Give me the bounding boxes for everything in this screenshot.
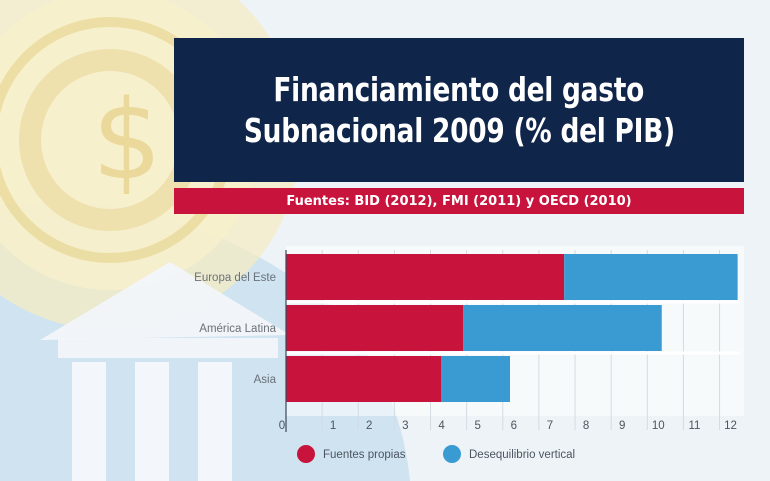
- legend-marker-vertical-imbalance: [443, 445, 461, 463]
- x-tick-label: 12: [724, 420, 737, 432]
- title-line-2: Subnacional 2009 (% del PIB): [243, 111, 675, 150]
- x-tick-label: 1: [330, 420, 336, 432]
- sources-text: Fuentes: BID (2012), FMI (2011) y OECD (…: [286, 193, 632, 209]
- sources-banner: Fuentes: BID (2012), FMI (2011) y OECD (…: [174, 188, 744, 214]
- category-label: América Latina: [199, 323, 276, 335]
- legend-label-vertical-imbalance: Desequilibrio vertical: [469, 449, 575, 461]
- category-label: Europa del Este: [194, 272, 276, 284]
- x-tick-label: 6: [511, 420, 517, 432]
- x-tick-label: 2: [366, 420, 372, 432]
- bar-vertical-imbalance: [564, 254, 738, 300]
- category-label: Asia: [254, 374, 277, 386]
- title-line-1: Financiamiento del gasto: [273, 70, 645, 109]
- bar-own-sources: [286, 254, 565, 300]
- x-tick-label: 8: [583, 420, 589, 432]
- bar-vertical-imbalance: [463, 305, 662, 351]
- legend-label-own-sources: Fuentes propias: [323, 449, 406, 461]
- x-tick-label: 0: [279, 420, 285, 432]
- x-tick-label: 9: [619, 420, 625, 432]
- svg-text:$: $: [92, 76, 162, 204]
- x-tick-label: 5: [474, 420, 480, 432]
- bar-vertical-imbalance: [441, 356, 510, 402]
- x-tick-label: 7: [547, 420, 553, 432]
- chart-title: Financiamiento del gasto Subnacional 200…: [174, 38, 744, 182]
- x-tick-label: 3: [402, 420, 408, 432]
- bar-own-sources: [286, 305, 464, 351]
- x-tick-label: 10: [652, 420, 665, 432]
- legend-marker-own-sources: [297, 445, 315, 463]
- x-tick-label: 11: [688, 420, 700, 432]
- bar-own-sources: [286, 356, 442, 402]
- x-tick-label: 4: [438, 420, 445, 432]
